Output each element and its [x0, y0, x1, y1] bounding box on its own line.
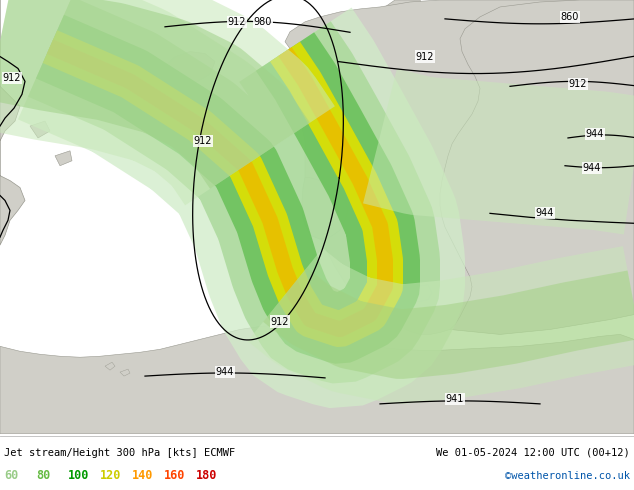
Text: 60: 60 — [4, 469, 18, 483]
Text: 912: 912 — [271, 317, 289, 326]
Text: 944: 944 — [586, 129, 604, 139]
Polygon shape — [47, 39, 393, 337]
Text: 860: 860 — [561, 12, 579, 22]
Polygon shape — [352, 0, 430, 81]
Polygon shape — [36, 15, 420, 364]
Polygon shape — [283, 51, 310, 82]
Text: 80: 80 — [36, 469, 50, 483]
Text: ©weatheronline.co.uk: ©weatheronline.co.uk — [505, 471, 630, 481]
Polygon shape — [285, 0, 634, 334]
Polygon shape — [384, 240, 397, 257]
Text: 100: 100 — [68, 469, 89, 483]
Text: 912: 912 — [416, 51, 434, 62]
Polygon shape — [348, 51, 370, 76]
Text: 941: 941 — [446, 394, 464, 404]
Text: We 01-05-2024 12:00 UTC (00+12): We 01-05-2024 12:00 UTC (00+12) — [436, 448, 630, 458]
Text: 912: 912 — [194, 136, 212, 146]
Text: 980: 980 — [254, 17, 272, 27]
Polygon shape — [55, 151, 72, 166]
Polygon shape — [0, 0, 335, 205]
Polygon shape — [0, 0, 25, 245]
Polygon shape — [0, 324, 634, 434]
Text: 912: 912 — [228, 17, 246, 27]
Text: 944: 944 — [583, 163, 601, 172]
Polygon shape — [105, 362, 115, 370]
Polygon shape — [30, 121, 50, 138]
Polygon shape — [0, 0, 310, 189]
Text: 912: 912 — [569, 79, 587, 89]
Polygon shape — [440, 0, 634, 334]
Text: 944: 944 — [536, 208, 554, 219]
Text: 180: 180 — [196, 469, 217, 483]
Polygon shape — [263, 268, 634, 379]
Polygon shape — [363, 69, 634, 234]
Polygon shape — [272, 62, 290, 78]
Text: 120: 120 — [100, 469, 121, 483]
Polygon shape — [302, 178, 348, 239]
Polygon shape — [412, 285, 432, 302]
Polygon shape — [28, 0, 440, 384]
Polygon shape — [18, 0, 465, 408]
Polygon shape — [120, 369, 130, 376]
Text: Jet stream/Height 300 hPa [kts] ECMWF: Jet stream/Height 300 hPa [kts] ECMWF — [4, 448, 235, 458]
Polygon shape — [42, 30, 403, 347]
Text: 160: 160 — [164, 469, 185, 483]
Polygon shape — [165, 51, 215, 81]
Polygon shape — [247, 246, 634, 404]
Text: 944: 944 — [216, 367, 234, 377]
Text: 140: 140 — [132, 469, 153, 483]
Polygon shape — [380, 259, 393, 279]
Text: 912: 912 — [3, 74, 22, 83]
